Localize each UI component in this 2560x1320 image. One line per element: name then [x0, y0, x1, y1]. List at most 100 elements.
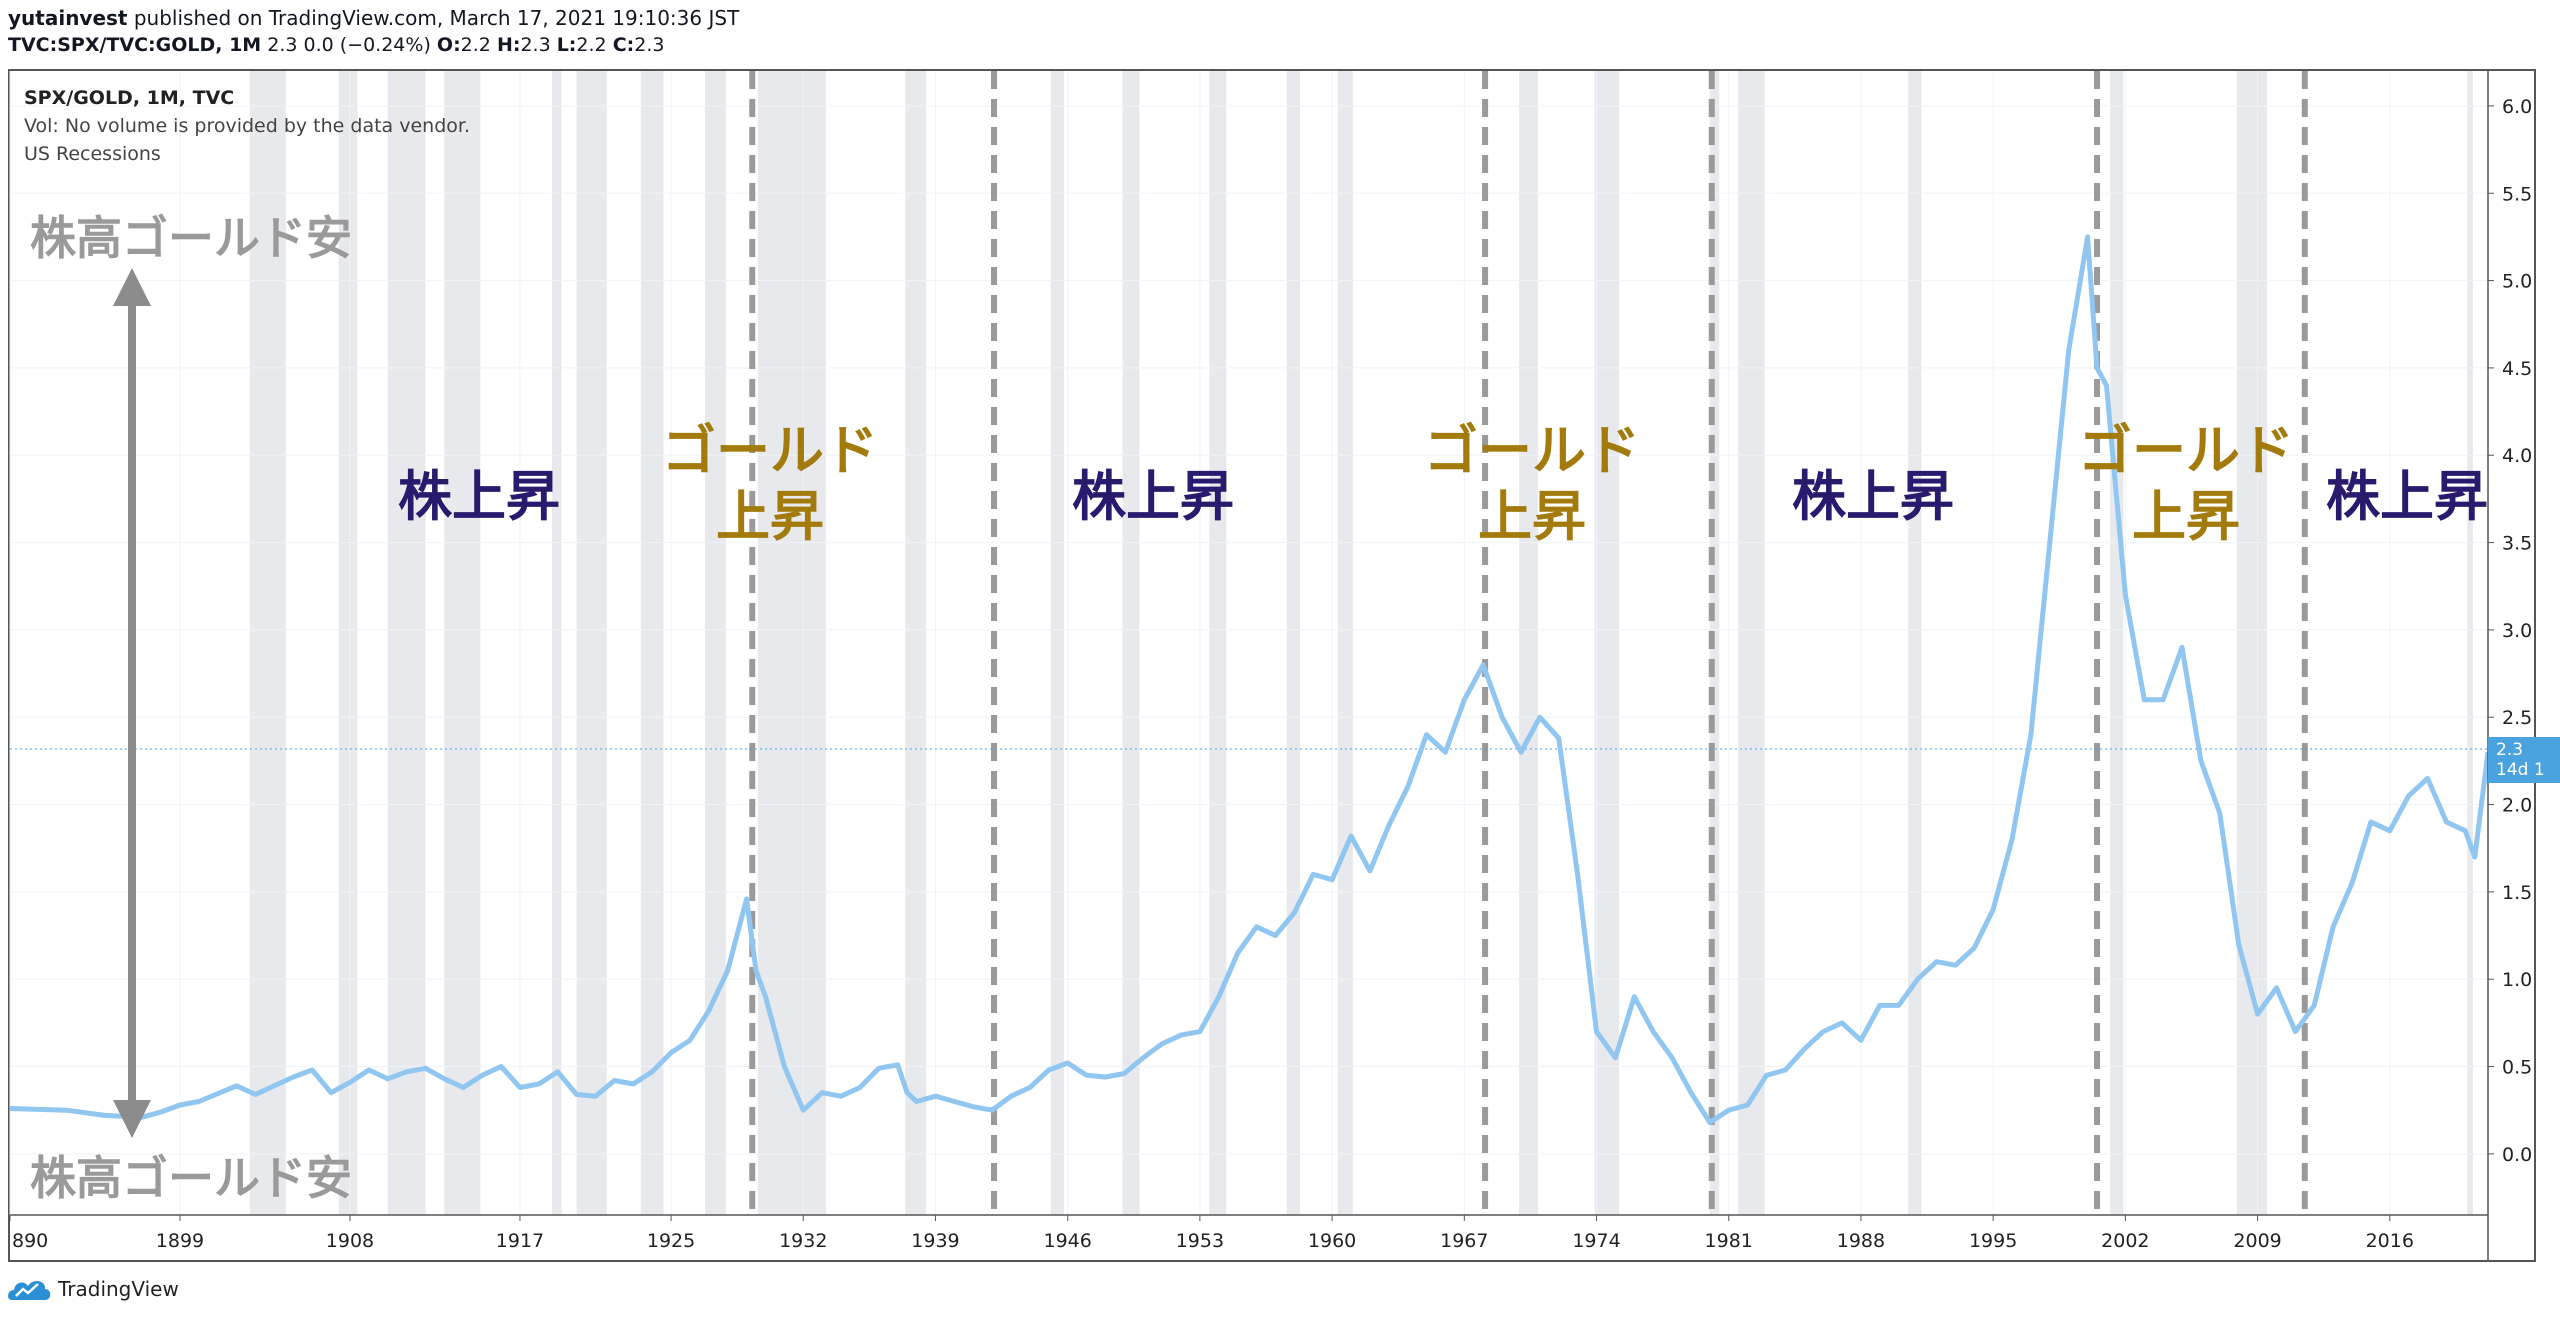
recession-band	[2236, 71, 2268, 1215]
recession-band	[705, 71, 726, 1215]
tradingview-logo-icon[interactable]	[8, 1276, 52, 1302]
legend-volume: Vol: No volume is provided by the data v…	[24, 115, 471, 137]
x-tick-label: 1925	[647, 1230, 695, 1252]
annotation-bottom-label: 株高ゴールド安	[30, 1151, 352, 1205]
recession-band	[387, 71, 426, 1215]
x-tick-label: 2009	[2233, 1230, 2281, 1252]
recession-band	[2467, 71, 2473, 1215]
change-value: 2.3 0.0 (−0.24%)	[267, 34, 431, 56]
recession-band	[1209, 71, 1227, 1215]
recession-band	[338, 71, 358, 1215]
symbol-label: TVC:SPX/TVC:GOLD, 1M	[8, 34, 262, 56]
tradingview-brand[interactable]: TradingView	[58, 1277, 179, 1301]
y-tick-label: 1.5	[2502, 882, 2532, 904]
x-tick-label: 1967	[1440, 1230, 1488, 1252]
x-tick-label: 1899	[156, 1230, 204, 1252]
y-tick-label: 4.5	[2502, 358, 2532, 380]
recession-band	[249, 71, 286, 1215]
legend-symbol[interactable]: SPX/GOLD, 1M, TVC	[24, 87, 235, 109]
recession-band	[576, 71, 607, 1215]
y-tick-label: 2.0	[2502, 795, 2532, 817]
recession-band	[640, 71, 664, 1215]
gold-rise-line2: 上昇	[716, 485, 824, 548]
bar-countdown: 14d 1	[2496, 760, 2545, 780]
close-label: C:	[612, 34, 635, 56]
last-price-value: 2.3	[2496, 740, 2524, 760]
recession-band	[2110, 71, 2124, 1215]
x-tick-label: 1974	[1572, 1230, 1620, 1252]
y-tick-label: 2.5	[2502, 707, 2532, 729]
grid-lines	[9, 71, 2488, 1215]
y-tick-label: 6.0	[2502, 96, 2532, 118]
gold-rise-line2: 上昇	[2132, 485, 2240, 548]
x-tick-label: 1981	[1705, 1230, 1753, 1252]
recession-band	[1908, 71, 1922, 1215]
open-value: 2.2	[460, 34, 491, 56]
annotation-gold-rise-1: ゴールド 上昇	[662, 418, 878, 550]
x-tick-label: 1917	[496, 1230, 544, 1252]
y-tick-label: 1.0	[2502, 969, 2532, 991]
legend-recessions[interactable]: US Recessions	[24, 143, 161, 165]
x-tick-label: 1995	[1969, 1230, 2017, 1252]
y-tick-label: 5.5	[2502, 183, 2532, 205]
close-value: 2.3	[634, 34, 665, 56]
open-label: O:	[436, 34, 461, 56]
recession-band	[444, 71, 481, 1215]
y-tick-label: 3.0	[2502, 620, 2532, 642]
recession-band	[1337, 71, 1353, 1215]
gold-rise-line1: ゴールド	[2078, 419, 2294, 482]
footer: TradingView	[8, 1276, 179, 1302]
x-tick-label: 1960	[1308, 1230, 1356, 1252]
low-label: L:	[556, 34, 577, 56]
high-value: 2.3	[520, 34, 551, 56]
annotation-top-label: 株高ゴールド安	[30, 211, 352, 265]
low-value: 2.2	[576, 34, 607, 56]
y-tick-label: 4.0	[2502, 445, 2532, 467]
x-tick-label: 1953	[1176, 1230, 1224, 1252]
x-tick-label: 1939	[911, 1230, 959, 1252]
author-name[interactable]: yutainvest	[8, 6, 128, 30]
gold-rise-line1: ゴールド	[1424, 419, 1640, 482]
last-price-badge: 2.3 14d 1	[2488, 737, 2560, 783]
x-axis[interactable]: 890 1899 1908 1917 1925 1932 1939 1946 1953 1960 1…	[9, 1215, 2414, 1252]
publish-header: yutainvest published on TradingView.com,…	[8, 5, 739, 31]
recession-band	[757, 71, 826, 1215]
annotation-gold-rise-2: ゴールド 上昇	[1424, 418, 1640, 550]
annotation-stock-rise-4: 株上昇	[2326, 465, 2488, 528]
high-label: H:	[496, 34, 521, 56]
annotation-stock-rise-3: 株上昇	[1792, 465, 1954, 528]
y-axis[interactable]: 0.0 0.5 1.0 1.5 2.0 2.5 3.0 3.5 4.0 4.5 5.0 5.5 6.0	[2488, 96, 2532, 1166]
x-tick-label: 2016	[2366, 1230, 2414, 1252]
annotation-stock-rise-2: 株上昇	[1072, 465, 1234, 528]
recession-band	[905, 71, 927, 1215]
recession-band	[1050, 71, 1064, 1215]
recession-band	[552, 71, 562, 1215]
recession-band	[1738, 71, 1765, 1215]
ohlc-header: TVC:SPX/TVC:GOLD, 1M 2.3 0.0 (−0.24%) O:…	[8, 33, 664, 57]
recession-band	[1594, 71, 1620, 1215]
y-tick-label: 5.0	[2502, 271, 2532, 293]
annotation-stock-rise-1: 株上昇	[398, 465, 560, 528]
x-tick-label: 1988	[1837, 1230, 1885, 1252]
series-line-spx-gold	[9, 234, 2491, 1125]
x-tick-label: 1946	[1044, 1230, 1092, 1252]
recession-band	[1519, 71, 1538, 1215]
y-tick-label: 0.5	[2502, 1057, 2532, 1079]
x-tick-label: 890	[12, 1230, 48, 1252]
chart-legend: SPX/GOLD, 1M, TVC Vol: No volume is prov…	[24, 84, 470, 168]
double-arrow-icon	[113, 268, 151, 1138]
gold-rise-line2: 上昇	[1478, 485, 1586, 548]
chart-frame[interactable]	[8, 69, 2536, 1262]
y-tick-label: 3.5	[2502, 533, 2532, 555]
publish-info: published on TradingView.com, March 17, …	[127, 6, 740, 30]
annotation-gold-rise-3: ゴールド 上昇	[2078, 418, 2294, 550]
y-tick-label: 0.0	[2502, 1144, 2532, 1166]
recession-band	[1122, 71, 1140, 1215]
x-tick-label: 1908	[326, 1230, 374, 1252]
recession-bands	[249, 71, 2473, 1215]
cycle-dividers	[749, 71, 2308, 1215]
x-tick-label: 2002	[2101, 1230, 2149, 1252]
x-tick-label: 1932	[779, 1230, 827, 1252]
gold-rise-line1: ゴールド	[662, 419, 878, 482]
